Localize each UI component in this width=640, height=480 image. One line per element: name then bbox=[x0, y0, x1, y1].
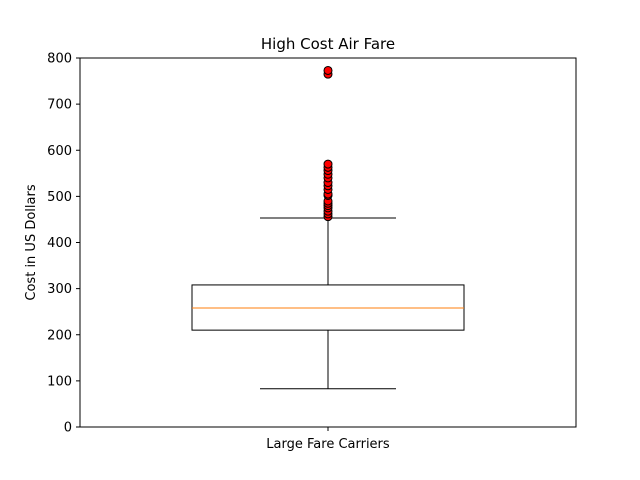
chart-title: High Cost Air Fare bbox=[261, 35, 395, 53]
y-axis: 0 100 200 300 400 500 600 700 800 bbox=[47, 52, 80, 436]
y-tick-label: 600 bbox=[47, 144, 72, 159]
y-tick-label: 500 bbox=[47, 190, 72, 205]
outlier-point bbox=[323, 159, 333, 169]
x-tick-label: Large Fare Carriers bbox=[266, 437, 390, 452]
outlier-point bbox=[323, 65, 333, 75]
outlier-points bbox=[323, 65, 333, 222]
y-axis-label: Cost in US Dollars bbox=[24, 184, 39, 300]
box-plot bbox=[191, 217, 465, 390]
y-tick-label: 200 bbox=[47, 328, 72, 343]
y-tick-label: 100 bbox=[47, 374, 72, 389]
y-tick-label: 0 bbox=[64, 421, 72, 436]
y-tick-label: 700 bbox=[47, 98, 72, 113]
y-tick-label: 400 bbox=[47, 236, 72, 251]
x-axis: Large Fare Carriers bbox=[266, 427, 390, 452]
y-tick-label: 800 bbox=[47, 52, 72, 67]
y-tick-label: 300 bbox=[47, 282, 72, 297]
